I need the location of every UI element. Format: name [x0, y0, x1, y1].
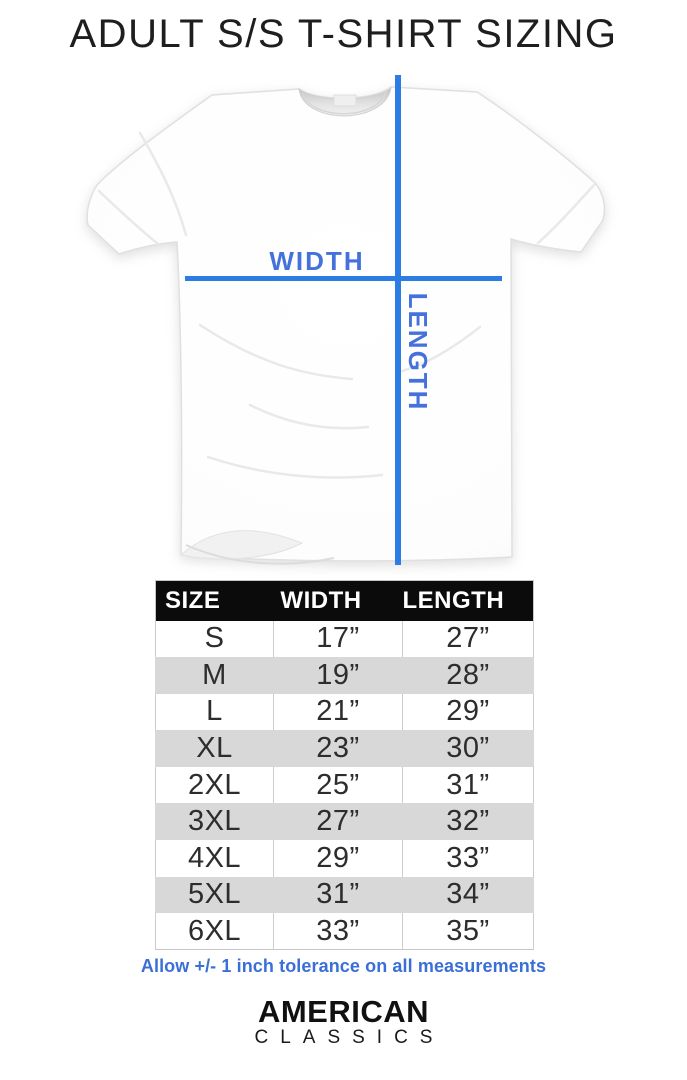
length-cell: 29”: [402, 693, 534, 731]
fabric-wrinkles: [97, 131, 596, 479]
size-cell: 4XL: [155, 840, 274, 877]
length-cell: 34”: [402, 876, 534, 914]
length-measure-line: [395, 75, 401, 565]
width-cell: 29”: [273, 840, 403, 877]
table-row: L 21” 29”: [155, 693, 534, 731]
table-row: 4XL 29” 33”: [155, 840, 534, 877]
length-cell: 31”: [402, 766, 534, 804]
size-table-body: S 17” 27” M 19” 28” L 21” 29” XL 23” 30” 2XL 25” 31” 3X…: [155, 620, 534, 950]
length-cell: 27”: [402, 620, 534, 658]
width-label: WIDTH: [269, 246, 364, 276]
size-cell: L: [155, 693, 274, 731]
width-cell: 21”: [273, 693, 403, 731]
width-cell: 19”: [273, 657, 403, 694]
width-cell: 33”: [273, 913, 403, 950]
col-header-width: WIDTH: [273, 580, 403, 621]
length-cell: 35”: [402, 913, 534, 950]
tshirt-collar: [298, 86, 392, 117]
brand-logo: AMERICAN CLASSICS: [0, 994, 687, 1048]
width-cell: 23”: [273, 730, 403, 767]
length-cell: 28”: [402, 657, 534, 694]
width-cell: 25”: [273, 766, 403, 804]
table-header-row: SIZE WIDTH LENGTH: [155, 580, 534, 621]
table-row: 6XL 33” 35”: [155, 913, 534, 950]
neck-tag: [333, 94, 357, 107]
table-row: 3XL 27” 32”: [155, 803, 534, 841]
page-title: ADULT S/S T-SHIRT SIZING: [69, 12, 618, 56]
length-label: LENGTH: [403, 293, 433, 412]
table-row: S 17” 27”: [155, 620, 534, 658]
width-cell: 27”: [273, 803, 403, 841]
table-row: 5XL 31” 34”: [155, 876, 534, 914]
hem-fold: [179, 530, 335, 565]
size-cell: S: [155, 620, 274, 658]
table-row: XL 23” 30”: [155, 730, 534, 767]
tshirt-body: [86, 86, 606, 562]
brand-name: AMERICAN: [257, 994, 430, 1029]
brand-subname: CLASSICS: [254, 1027, 445, 1048]
size-cell: 5XL: [155, 876, 274, 914]
col-header-size: SIZE: [155, 580, 274, 621]
width-cell: 17”: [273, 620, 403, 658]
tshirt-illustration: WIDTH LENGTH: [86, 75, 606, 565]
size-cell: 2XL: [155, 766, 274, 804]
width-measure-line: [185, 276, 502, 281]
table-row: M 19” 28”: [155, 657, 534, 694]
size-cell: 3XL: [155, 803, 274, 841]
tshirt-diagram: WIDTH LENGTH: [0, 75, 687, 580]
size-table: SIZE WIDTH LENGTH S 17” 27” M 19” 28” L 21” 29” X…: [155, 580, 534, 951]
length-cell: 32”: [402, 803, 534, 841]
col-header-length: LENGTH: [402, 580, 534, 621]
size-cell: M: [155, 657, 274, 694]
width-cell: 31”: [273, 876, 403, 914]
table-row: 2XL 25” 31”: [155, 766, 534, 804]
length-cell: 30”: [402, 730, 534, 767]
length-cell: 33”: [402, 840, 534, 877]
size-cell: XL: [155, 730, 274, 767]
tolerance-note: Allow +/- 1 inch tolerance on all measur…: [140, 956, 547, 976]
size-cell: 6XL: [155, 913, 274, 950]
